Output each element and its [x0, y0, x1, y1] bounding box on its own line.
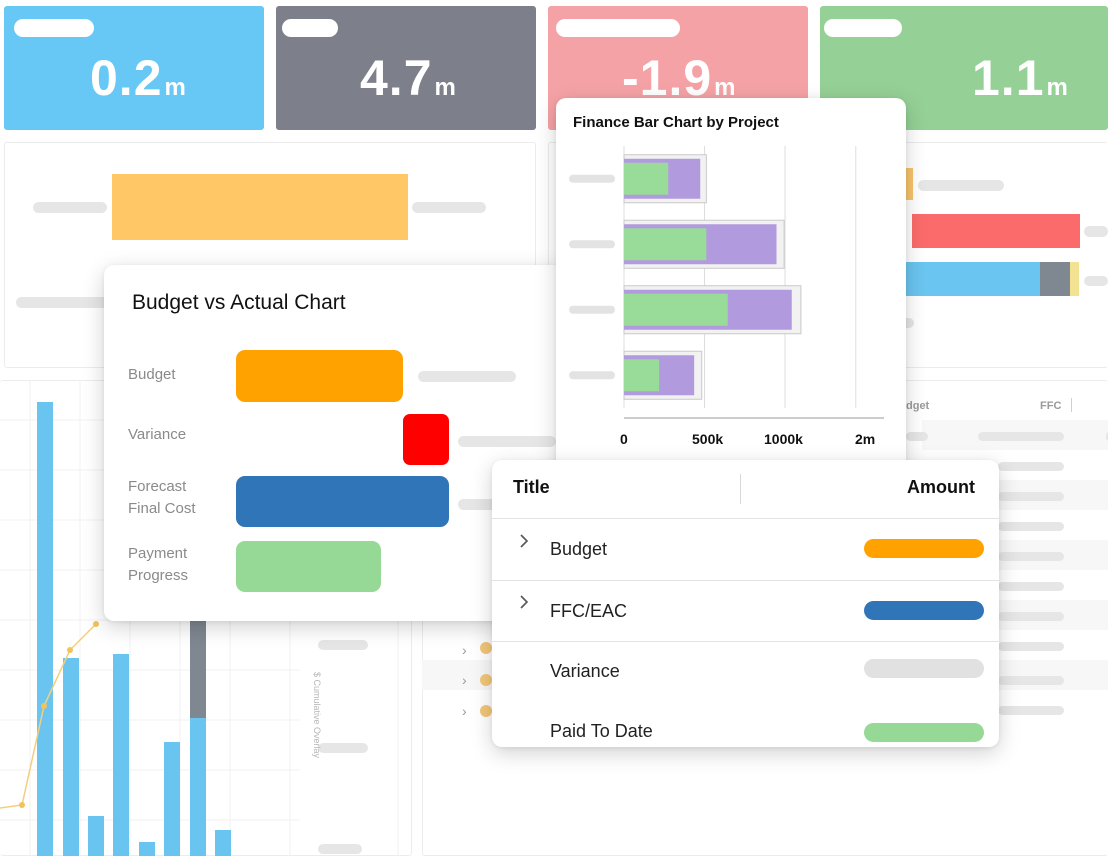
background-table-header-budget: dget [906, 400, 930, 412]
bva-label-variance: Variance [128, 426, 187, 443]
background-small-orange-bar [906, 168, 913, 200]
row-divider [492, 641, 999, 642]
bar-green [624, 293, 728, 326]
row-label: FFC/EAC [550, 601, 628, 621]
category-label-placeholder [569, 174, 615, 183]
background-yellow-bar [1070, 262, 1079, 296]
column-header-title[interactable]: Title [513, 477, 550, 497]
budget-vs-actual-card: Budget vs Actual Chart Budget Variance F… [104, 265, 572, 621]
placeholder-bar [1084, 226, 1108, 237]
column-divider [740, 474, 741, 504]
finance-chart-title: Finance Bar Chart by Project [573, 114, 779, 131]
kpi-title-placeholder [282, 19, 338, 37]
budget-vs-actual-title: Budget vs Actual Chart [132, 291, 346, 314]
bva-label-forecast: Forecast Final Cost [128, 478, 196, 517]
amount-bar [864, 601, 984, 620]
x-tick-label: 2m [855, 431, 876, 447]
category-label-placeholder [569, 371, 615, 380]
placeholder-bar [412, 202, 486, 213]
chevron-right-icon[interactable] [519, 595, 529, 614]
placeholder-bar [918, 180, 1004, 191]
bar-green [624, 359, 660, 392]
kpi-value: -1.9m [622, 50, 737, 106]
placeholder-bar [418, 371, 516, 382]
amount-bar [864, 539, 984, 558]
x-tick-label: 1000k [764, 431, 803, 447]
amount-table-card: Title Amount Budget FFC/EAC Variance Pai… [492, 460, 999, 747]
kpi-tile-2[interactable]: 4.7m [276, 6, 536, 130]
bva-label-budget: Budget [128, 366, 176, 383]
bva-label-payment: Payment Progress [128, 545, 189, 584]
column-header-amount[interactable]: Amount [907, 477, 975, 497]
row-label: Budget [550, 539, 608, 559]
category-label-placeholder [569, 305, 615, 314]
x-tick-label: 0 [620, 431, 628, 447]
background-orange-bar [112, 174, 408, 240]
placeholder-bar [458, 436, 556, 447]
bva-bar-budget[interactable] [236, 350, 403, 402]
x-tick-label: 500k [692, 431, 724, 447]
background-red-bar [912, 214, 1080, 248]
placeholder-bar [1084, 276, 1108, 286]
finance-bar-chart-card: Finance Bar Chart by Project 0 500k 1000… [556, 98, 906, 470]
bva-bar-variance[interactable] [403, 414, 449, 465]
category-label-placeholder [569, 240, 615, 249]
row-divider [492, 580, 999, 581]
background-table-divider [1071, 398, 1072, 412]
kpi-tile-1[interactable]: 0.2m [4, 6, 264, 130]
amount-bar [864, 723, 984, 742]
bva-bar-forecast[interactable] [236, 476, 449, 527]
kpi-title-placeholder [14, 19, 94, 37]
placeholder-bar [33, 202, 107, 213]
placeholder-bar [458, 499, 498, 510]
finance-bar-chart [569, 146, 884, 419]
background-table-header-ffc: FFC [1040, 400, 1062, 412]
bva-bar-payment[interactable] [236, 541, 381, 592]
row-label: Variance [550, 661, 620, 681]
overlay-axis-label: $ Cumulative Overlay [312, 672, 322, 759]
amount-bar [864, 659, 984, 678]
chevron-right-icon[interactable] [519, 534, 529, 553]
kpi-title-placeholder [824, 19, 902, 37]
bar-green [624, 228, 707, 261]
kpi-title-placeholder [556, 19, 680, 37]
header-divider [492, 518, 999, 519]
kpi-value: 4.7m [360, 50, 457, 106]
kpi-value: 1.1m [972, 50, 1069, 106]
background-grey-bar [1040, 262, 1070, 296]
row-label: Paid To Date [550, 721, 653, 741]
bar-green [624, 162, 669, 195]
kpi-value: 0.2m [90, 50, 187, 106]
background-blue-bar [906, 262, 1040, 296]
placeholder-bar [16, 297, 108, 308]
